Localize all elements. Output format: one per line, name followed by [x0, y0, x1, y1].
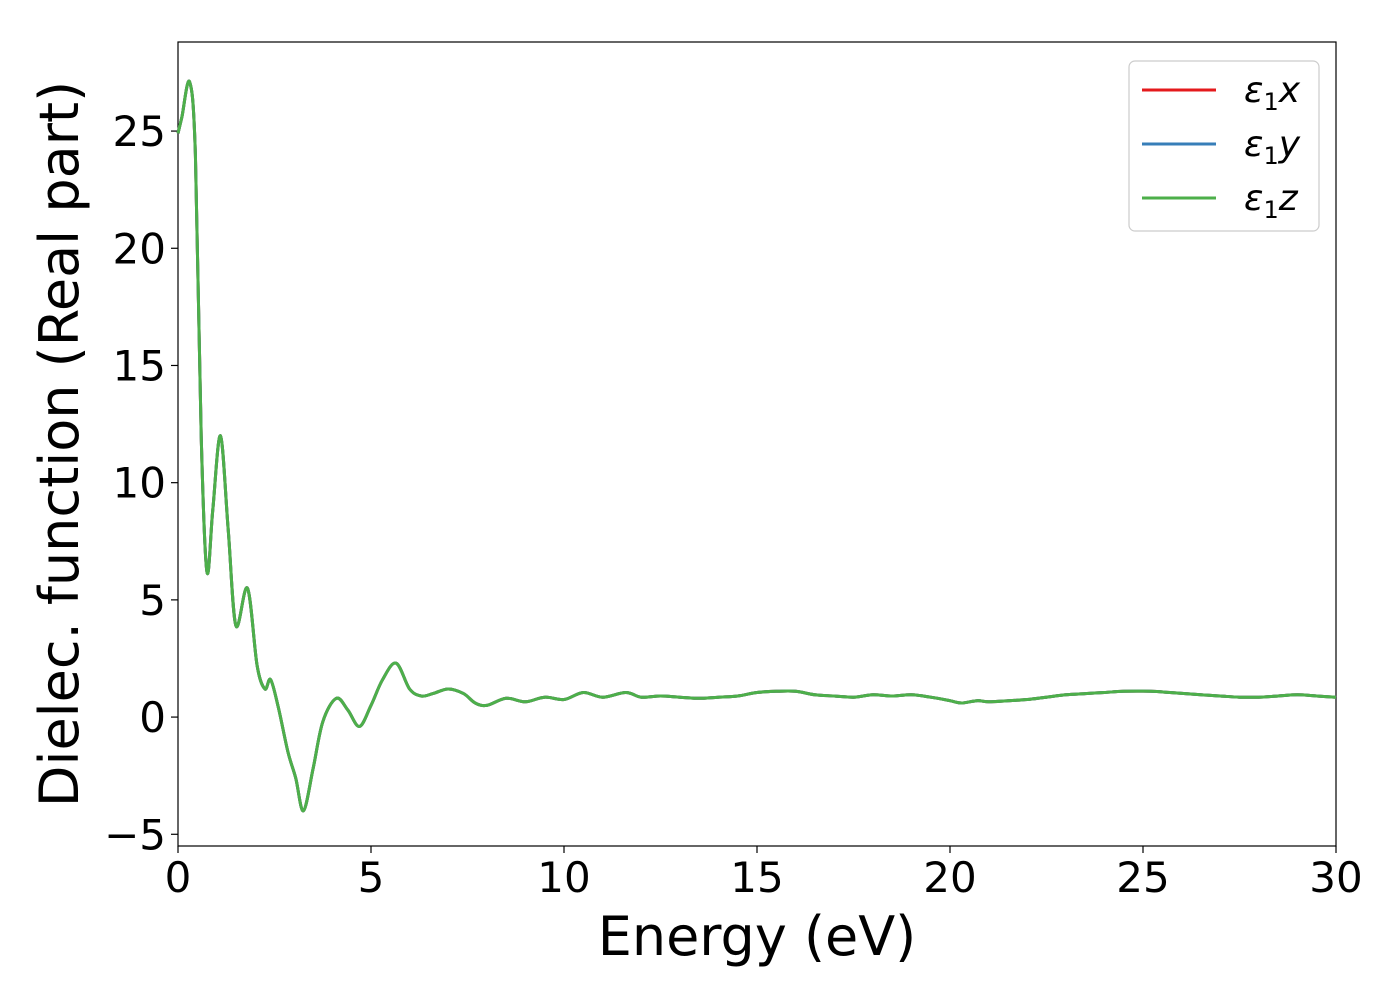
- x-tick-label: 15: [730, 853, 783, 902]
- y-axis-ticks: −5 0 5 10 15 20 25: [104, 107, 178, 859]
- y-tick-label: 20: [113, 224, 166, 273]
- x-axis-title: Energy (eV): [598, 905, 917, 968]
- legend-label-y: ε1y: [1244, 124, 1301, 170]
- series-line-z: [176, 79, 1337, 813]
- x-axis-ticks: 0 5 10 15 20 25 30: [165, 846, 1363, 902]
- x-tick-label: 0: [165, 853, 192, 902]
- y-tick-label: 5: [139, 576, 166, 625]
- x-tick-label: 5: [358, 853, 385, 902]
- x-tick-label: 20: [923, 853, 976, 902]
- x-tick-label: 30: [1309, 853, 1362, 902]
- x-tick-label: 25: [1116, 853, 1169, 902]
- x-tick-label: 10: [537, 853, 590, 902]
- legend-label-x: ε1x: [1244, 70, 1301, 116]
- legend-box: [1128, 60, 1320, 232]
- legend: ε1x ε1y ε1z: [1128, 60, 1320, 232]
- y-tick-label: 0: [139, 693, 166, 742]
- y-tick-label: 25: [113, 107, 166, 156]
- y-axis-title: Dielec. function (Real part): [28, 81, 91, 807]
- legend-label-z: ε1z: [1244, 178, 1299, 224]
- y-tick-label: 15: [113, 341, 166, 390]
- y-tick-label: 10: [113, 459, 166, 508]
- series-lines: [176, 79, 1337, 813]
- y-tick-label: −5: [104, 810, 166, 859]
